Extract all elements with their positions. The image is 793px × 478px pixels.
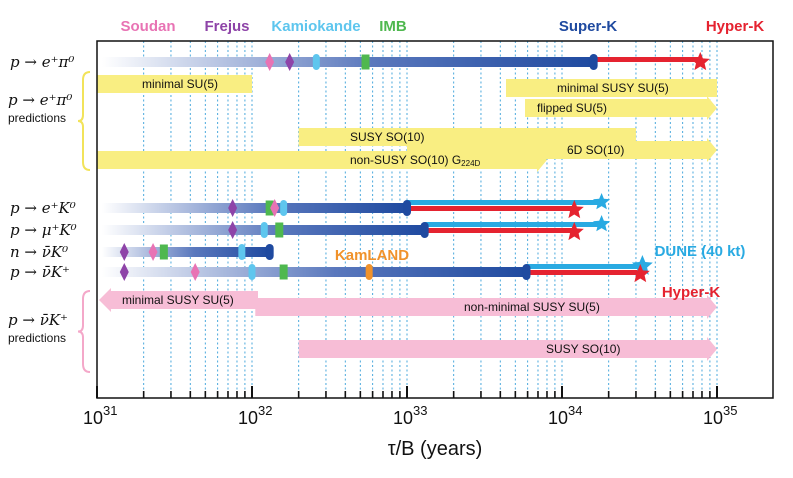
prediction-label: SUSY SO(10) bbox=[546, 342, 620, 356]
hyperk-line bbox=[424, 228, 575, 233]
legend-soudan: Soudan bbox=[121, 18, 176, 35]
marker-imb bbox=[159, 244, 168, 260]
tick-label: 1035 bbox=[703, 403, 738, 428]
marker-soudan bbox=[190, 263, 200, 281]
marker-frejus bbox=[119, 243, 129, 261]
annotation-1: DUNE (40 kt) bbox=[655, 243, 746, 260]
prediction-label: minimal SUSY SU(5) bbox=[557, 81, 669, 95]
annotation-0: KamLAND bbox=[335, 247, 409, 264]
prediction-label: non-minimal SUSY SU(5) bbox=[464, 300, 600, 314]
hyperk-star bbox=[564, 200, 584, 219]
marker-kamiokande bbox=[248, 264, 256, 280]
superk-marker bbox=[522, 264, 531, 280]
marker-frejus bbox=[228, 199, 238, 217]
marker-soudan bbox=[148, 243, 158, 261]
process-label-4: p → ν̄K⁺ bbox=[10, 263, 70, 281]
dune-star bbox=[593, 193, 611, 210]
prediction-band-non-minimal-susy-su-5- bbox=[255, 295, 717, 319]
hyperk-star bbox=[564, 222, 584, 241]
dune-line bbox=[424, 222, 602, 227]
prediction-label: non-SUSY SO(10) G224D bbox=[350, 153, 481, 168]
dune-star bbox=[593, 215, 611, 232]
process-label-3: n → ν̄K⁰ bbox=[10, 243, 68, 261]
tick-label: 1032 bbox=[238, 403, 273, 428]
x-axis: 1031 1032 1033 1034 1035 τ/B (years) bbox=[83, 386, 738, 460]
marker-imb bbox=[361, 54, 370, 70]
marker-kamiokande bbox=[238, 244, 246, 260]
labels: Soudan Frejus Kamiokande IMB Super-K Hyper-K p… bbox=[8, 18, 765, 373]
marker-imb bbox=[265, 200, 274, 216]
dune-line bbox=[407, 200, 602, 205]
marker-frejus bbox=[228, 221, 238, 239]
hyperk-star bbox=[690, 52, 710, 71]
hyperk-line bbox=[407, 206, 575, 211]
legend-kamiokande: Kamiokande bbox=[271, 18, 360, 35]
dune-star bbox=[631, 255, 653, 275]
prediction-bands bbox=[97, 75, 717, 361]
tick-label: 1033 bbox=[393, 403, 428, 428]
prediction-label: minimal SU(5) bbox=[142, 77, 218, 91]
process-label-0: p → e⁺π⁰ bbox=[10, 53, 74, 71]
experiment-markers bbox=[119, 52, 710, 283]
superk-bar bbox=[102, 203, 407, 213]
prediction-group-label-0: p → e⁺π⁰ bbox=[8, 91, 72, 109]
process-label-1: p → e⁺K⁰ bbox=[10, 199, 76, 217]
marker-soudan bbox=[265, 53, 275, 71]
dune-line bbox=[526, 264, 643, 269]
superk-marker bbox=[265, 244, 274, 260]
marker-kamiokande bbox=[312, 54, 320, 70]
prediction-group-sublabel-0: predictions bbox=[8, 111, 66, 125]
prediction-label: SUSY SO(10) bbox=[350, 130, 424, 144]
x-axis-label: τ/B (years) bbox=[388, 438, 483, 460]
prediction-band-non-susy-so-10-g bbox=[97, 148, 547, 172]
superk-marker bbox=[403, 200, 411, 216]
legend-hyper-k: Hyper-K bbox=[706, 18, 765, 35]
marker-soudan bbox=[270, 199, 280, 217]
hyperk-line bbox=[526, 270, 641, 275]
marker-kamland bbox=[365, 264, 373, 280]
plot-frame bbox=[96, 40, 774, 399]
marker-kamiokande bbox=[280, 200, 288, 216]
prediction-group-sublabel-1: predictions bbox=[8, 331, 66, 345]
hyperk-star bbox=[630, 264, 650, 283]
prediction-band-minimal-susy-su-5- bbox=[99, 288, 258, 312]
hyperk-line bbox=[593, 57, 701, 62]
legend-super-k: Super-K bbox=[559, 18, 618, 35]
prediction-band-flipped-su-5- bbox=[525, 96, 717, 120]
prediction-band-susy-so-10- bbox=[298, 337, 717, 361]
prediction-label: flipped SU(5) bbox=[537, 101, 607, 115]
marker-frejus bbox=[119, 263, 129, 281]
prediction-brace-1 bbox=[77, 290, 91, 373]
legend-imb: IMB bbox=[379, 18, 407, 35]
prediction-brace-0 bbox=[77, 71, 91, 171]
prediction-band-minimal-susy-su-5- bbox=[506, 79, 717, 97]
superk-bar bbox=[102, 57, 594, 67]
marker-imb bbox=[275, 222, 284, 238]
marker-kamiokande bbox=[260, 222, 268, 238]
annotation-2: Hyper-K bbox=[662, 284, 721, 301]
marker-frejus bbox=[285, 53, 295, 71]
tick-label: 1031 bbox=[83, 403, 118, 428]
prediction-label: minimal SUSY SU(5) bbox=[122, 293, 234, 307]
tick-label: 1034 bbox=[548, 403, 583, 428]
prediction-group-label-1: p → ν̄K⁺ bbox=[8, 311, 68, 329]
legend-frejus: Frejus bbox=[204, 18, 249, 35]
superk-marker bbox=[589, 54, 598, 70]
marker-imb bbox=[279, 264, 288, 280]
prediction-label: 6D SO(10) bbox=[567, 143, 624, 157]
superk-bar bbox=[102, 247, 270, 257]
superk-bar bbox=[102, 267, 527, 277]
superk-marker bbox=[420, 222, 429, 238]
prediction-band-minimal-su-5- bbox=[97, 75, 252, 93]
process-label-2: p → μ⁺K⁰ bbox=[10, 221, 77, 239]
